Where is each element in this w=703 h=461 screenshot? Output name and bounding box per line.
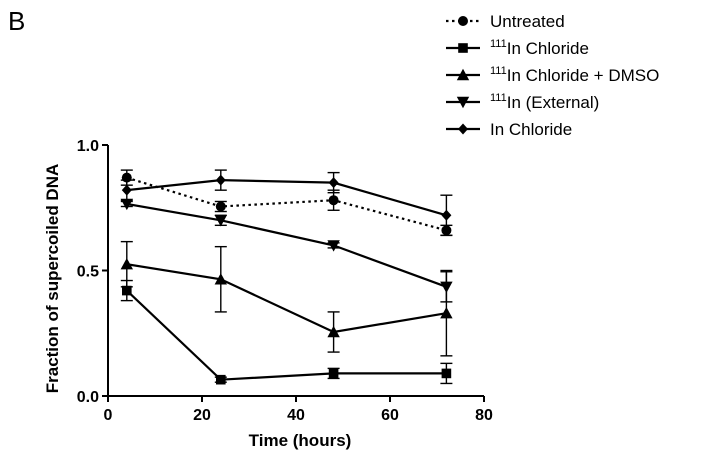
panel-label: B <box>8 6 25 36</box>
x-tick-label: 80 <box>475 407 493 424</box>
legend-label: In Chloride <box>490 120 572 139</box>
data-point <box>121 184 132 196</box>
legend-label: 111In (External) <box>490 92 599 112</box>
legend-marker <box>458 123 468 135</box>
data-point <box>441 368 452 379</box>
x-tick-label: 0 <box>104 407 113 424</box>
series-line <box>126 179 447 217</box>
legend-label: Untreated <box>490 12 565 31</box>
legend: Untreated 111In Chloride 111In Chloride + … <box>446 12 659 139</box>
data-point <box>440 306 453 319</box>
series-2 <box>120 279 453 385</box>
y-axis-title: Fraction of supercoiled DNA <box>43 164 62 394</box>
legend-marker <box>458 16 468 26</box>
series-line <box>126 263 447 334</box>
x-tick-label: 60 <box>381 407 399 424</box>
data-point <box>122 285 132 296</box>
series-line <box>126 202 447 288</box>
data-point <box>215 174 226 186</box>
legend-marker <box>458 43 468 53</box>
y-tick-label: 0.0 <box>77 389 99 406</box>
data-point <box>328 368 339 379</box>
data-point <box>214 215 227 227</box>
data-point <box>327 240 340 252</box>
legend-label: 111In Chloride + DMSO <box>490 65 659 85</box>
y-tick-label: 0.5 <box>77 264 99 281</box>
legend-label: 111In Chloride <box>490 38 589 58</box>
legend-entry: 111In Chloride + DMSO <box>446 65 659 85</box>
series-line <box>126 289 447 381</box>
data-point <box>328 177 339 189</box>
series-3 <box>120 240 453 357</box>
legend-entry: 111In (External) <box>446 92 599 112</box>
data-point <box>215 201 226 212</box>
series-line <box>126 176 447 232</box>
legend-marker <box>456 96 470 109</box>
y-tick-label: 1.0 <box>77 138 99 155</box>
data-point <box>441 209 452 221</box>
series-4 <box>120 198 453 303</box>
legend-entry: In Chloride <box>446 120 572 139</box>
x-axis-title: Time (hours) <box>249 431 352 450</box>
data-point <box>440 281 453 294</box>
data-point <box>120 198 133 211</box>
data-point <box>120 258 133 270</box>
x-tick-label: 20 <box>193 407 211 424</box>
legend-entry: Untreated <box>446 12 565 31</box>
series-5 <box>120 169 453 237</box>
data-point <box>214 273 227 285</box>
plot-area: 0 20 40 60 80 0.0 0.5 1.0 Time (hours) Fraction o… <box>43 138 493 450</box>
legend-marker <box>456 68 470 81</box>
legend-entry: 111In Chloride <box>446 38 589 58</box>
data-point <box>328 195 339 206</box>
x-tick-label: 40 <box>287 407 305 424</box>
data-point <box>216 374 226 385</box>
data-point <box>327 325 340 338</box>
